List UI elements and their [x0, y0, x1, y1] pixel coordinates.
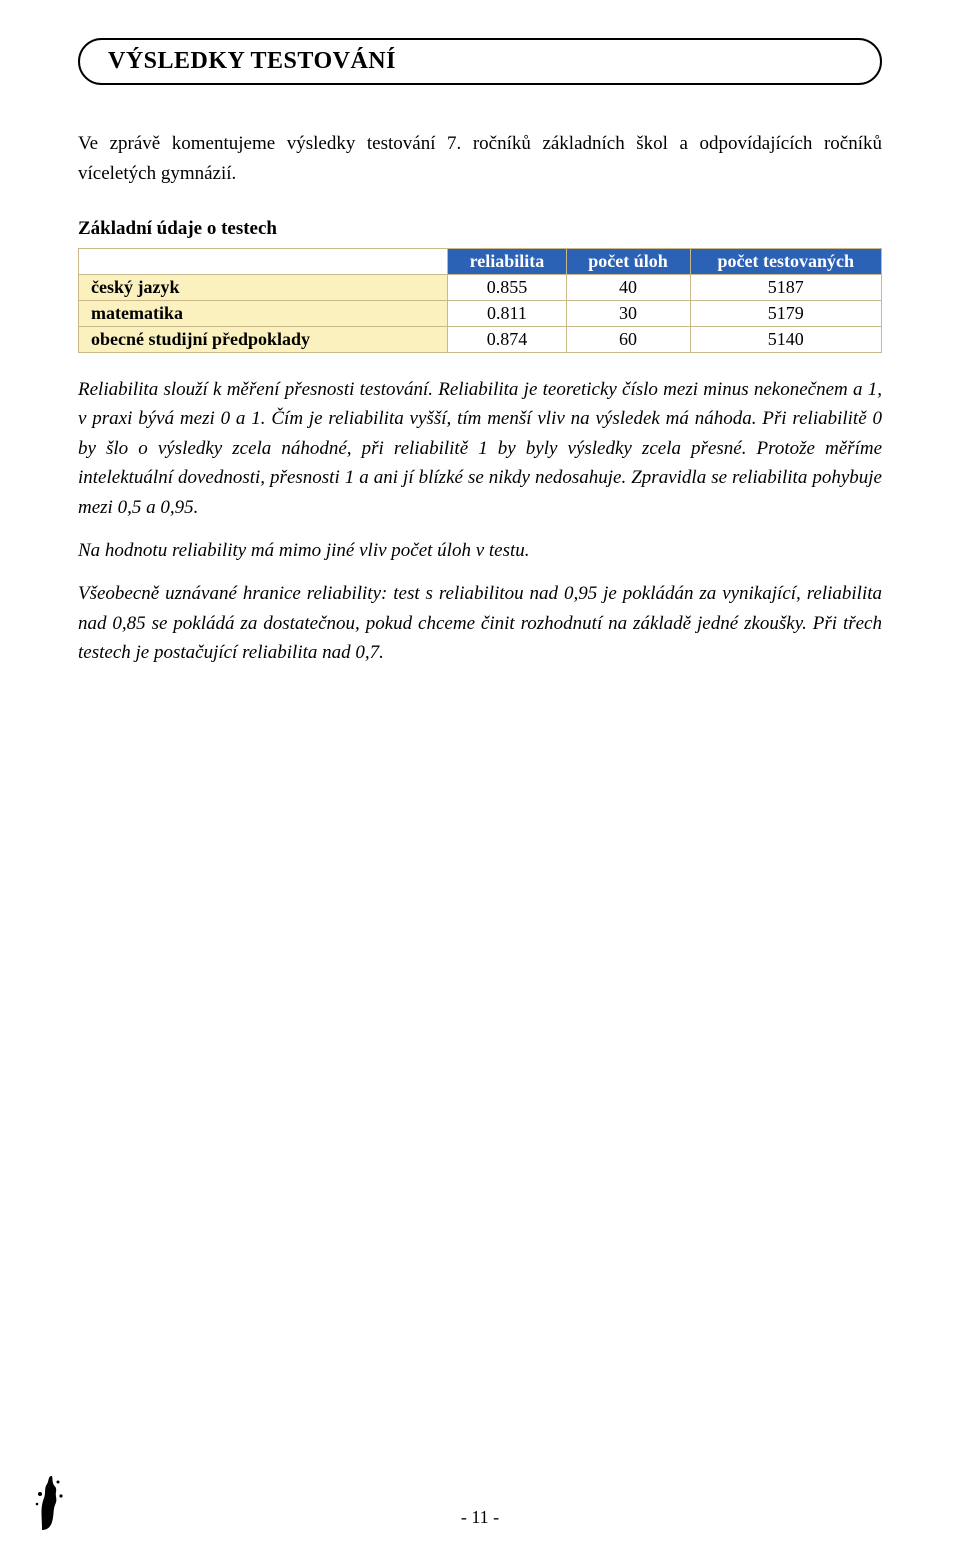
- explain-p3: Všeobecně uznávané hranice reliability: …: [78, 579, 882, 667]
- cell: 0.874: [448, 326, 566, 352]
- explain-p2: Na hodnotu reliability má mimo jiné vliv…: [78, 536, 882, 565]
- table-row: český jazyk 0.855 40 5187: [79, 274, 882, 300]
- row-label: český jazyk: [79, 274, 448, 300]
- row-label: obecné studijní předpoklady: [79, 326, 448, 352]
- sub-heading: Základní údaje o testech: [78, 218, 882, 240]
- explain-p1: Reliabilita slouží k měření přesnosti te…: [78, 375, 882, 522]
- col-header: reliabilita: [448, 248, 566, 274]
- cell: 0.811: [448, 300, 566, 326]
- table-row: obecné studijní předpoklady 0.874 60 514…: [79, 326, 882, 352]
- section-title-box: VÝSLEDKY TESTOVÁNÍ: [78, 38, 882, 85]
- page-number: - 11 -: [0, 1507, 960, 1528]
- table-header-spacer: [79, 248, 448, 274]
- cell: 30: [566, 300, 690, 326]
- table-row: matematika 0.811 30 5179: [79, 300, 882, 326]
- reliability-table: reliabilita počet úloh počet testovaných…: [78, 248, 882, 353]
- col-header: počet úloh: [566, 248, 690, 274]
- cell: 60: [566, 326, 690, 352]
- cell: 5140: [690, 326, 882, 352]
- table-header-row: reliabilita počet úloh počet testovaných: [79, 248, 882, 274]
- intro-paragraph: Ve zprávě komentujeme výsledky testování…: [78, 129, 882, 190]
- cell: 5187: [690, 274, 882, 300]
- explanation-block: Reliabilita slouží k měření přesnosti te…: [78, 375, 882, 668]
- cell: 0.855: [448, 274, 566, 300]
- section-title: VÝSLEDKY TESTOVÁNÍ: [108, 48, 852, 75]
- cell: 5179: [690, 300, 882, 326]
- col-header: počet testovaných: [690, 248, 882, 274]
- cell: 40: [566, 274, 690, 300]
- row-label: matematika: [79, 300, 448, 326]
